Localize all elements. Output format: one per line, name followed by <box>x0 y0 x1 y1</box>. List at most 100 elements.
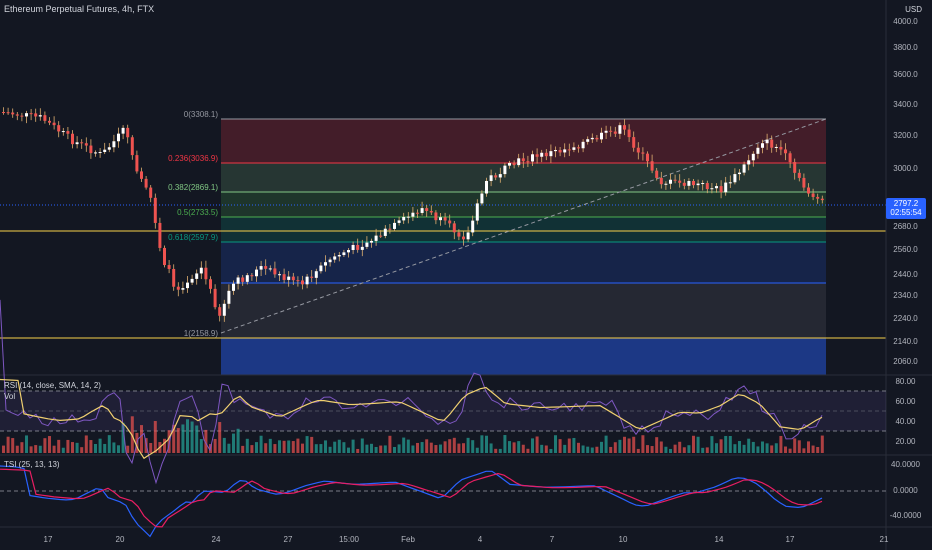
volume-bar <box>751 441 755 453</box>
candle <box>604 130 608 133</box>
volume-bar <box>25 435 28 453</box>
candle <box>567 149 571 151</box>
candle <box>245 275 249 282</box>
candle <box>632 137 636 148</box>
candle <box>268 268 272 270</box>
volume-bar <box>287 440 291 453</box>
candle <box>429 210 433 213</box>
time-axis-label: 7 <box>549 535 555 544</box>
candle <box>393 222 396 229</box>
volume-bar <box>462 443 465 453</box>
volume-bar <box>448 439 452 453</box>
volume-bar <box>282 440 286 453</box>
candle <box>107 147 111 150</box>
volume-bar <box>590 447 594 453</box>
fib-trend-line[interactable] <box>220 118 827 334</box>
fib-label-0: 0(3308.1) <box>183 110 218 119</box>
candle <box>213 288 217 308</box>
candle <box>273 268 277 275</box>
candle <box>526 161 530 163</box>
volume-bar <box>29 446 33 453</box>
volume-bar <box>425 439 429 453</box>
last-price-tag: 2797.2 02:55:54 <box>886 198 926 219</box>
volume-bar <box>259 435 263 453</box>
candle <box>452 223 456 233</box>
volume-bar <box>98 438 102 453</box>
rsi-axis-label: 80.00 <box>895 377 916 386</box>
volume-bar <box>402 437 406 453</box>
volume-bar <box>517 441 521 453</box>
candle <box>696 183 700 186</box>
volume-bar <box>314 444 318 453</box>
volume-bar <box>107 435 111 453</box>
candlestick-series[interactable] <box>2 107 824 322</box>
candle <box>480 193 484 204</box>
tsi-axis-label: 40.0000 <box>891 460 920 469</box>
volume-bar <box>563 444 567 453</box>
volume-bar <box>310 436 314 453</box>
candle <box>135 155 139 172</box>
candle <box>38 115 42 117</box>
volume-bar <box>176 428 180 453</box>
candle <box>57 125 61 132</box>
volume-bar <box>489 443 493 453</box>
volume-bar <box>420 442 424 453</box>
rsi-pane-title[interactable]: RSI (14, close, SMA, 14, 2) <box>4 381 101 390</box>
candle <box>544 152 548 157</box>
candle <box>577 147 580 149</box>
candle <box>411 212 415 217</box>
volume-bar <box>595 446 599 453</box>
volume-bar <box>20 442 24 453</box>
volume-bar <box>75 442 79 453</box>
candle <box>646 153 649 162</box>
currency-label[interactable]: USD <box>905 5 922 14</box>
candle <box>388 228 392 230</box>
candle <box>370 240 373 243</box>
volume-bar <box>641 435 645 453</box>
candle <box>259 266 263 270</box>
volume-bar <box>719 439 723 453</box>
volume-bar <box>586 446 590 453</box>
volume-bar <box>232 433 235 453</box>
candle <box>701 183 705 185</box>
tsi-line <box>0 465 823 538</box>
candle <box>756 147 760 154</box>
candle <box>443 217 447 221</box>
candle <box>627 129 631 138</box>
volume-bar <box>554 435 557 453</box>
candle <box>466 232 470 240</box>
volume-bar <box>784 446 787 453</box>
time-axis-label: Feb <box>401 535 415 544</box>
candle <box>126 127 130 138</box>
candle <box>471 220 475 233</box>
time-axis-label: 17 <box>43 535 53 544</box>
volume-bar <box>190 421 194 453</box>
volume-bar <box>264 443 268 453</box>
candle <box>811 193 815 197</box>
candle <box>664 183 668 185</box>
candle <box>236 277 240 284</box>
volume-bar <box>802 448 806 453</box>
price-axis-label: 2060.0 <box>893 357 918 366</box>
volume-bar <box>498 448 502 453</box>
candle <box>232 283 235 291</box>
volume-bar <box>600 441 603 453</box>
volume-bar <box>204 429 208 453</box>
fib-zone-extension <box>221 338 826 375</box>
volume-bar <box>820 435 824 453</box>
volume-bar <box>623 436 626 453</box>
candle <box>310 276 314 278</box>
price-axis-label: 4000.0 <box>893 17 918 26</box>
candle <box>360 246 364 250</box>
volume-bar <box>52 445 56 453</box>
volume-bar <box>535 436 539 453</box>
volume-bar <box>15 445 19 453</box>
candle <box>347 250 350 253</box>
vol-pane-title[interactable]: Vol <box>4 392 16 401</box>
tsi-axis-label: 0.0000 <box>893 486 918 495</box>
tsi-pane-title[interactable]: TSI (25, 13, 13) <box>4 460 60 469</box>
volume-bar <box>770 445 774 453</box>
price-axis-label: 3800.0 <box>893 43 918 52</box>
